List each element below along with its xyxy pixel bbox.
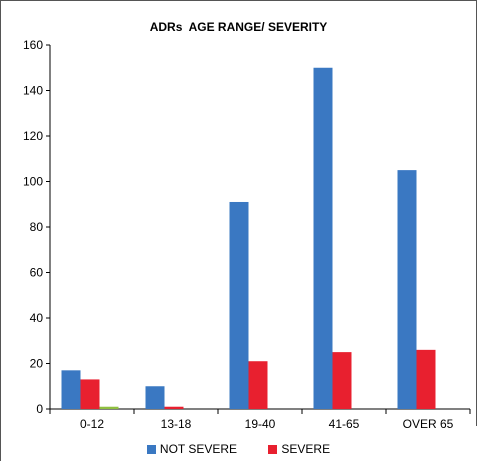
y-tick-label: 0	[36, 402, 43, 416]
x-tick-label: 0-12	[80, 417, 104, 431]
legend-swatch-severe	[268, 444, 278, 454]
bar-not-severe	[313, 67, 333, 409]
y-tick-label: 160	[23, 38, 43, 52]
legend-label-severe: SEVERE	[281, 442, 331, 456]
y-tick-label: 40	[30, 311, 44, 325]
legend-label-not-severe: NOT SEVERE	[159, 442, 238, 456]
frame-border-top	[0, 0, 477, 1]
bar-severe	[164, 406, 184, 409]
legend-swatch-not-severe	[146, 444, 156, 454]
bar-not-severe	[61, 370, 81, 409]
x-tick-label: 41-65	[329, 417, 360, 431]
bar-severe	[80, 379, 100, 409]
y-tick-label: 80	[30, 220, 44, 234]
y-tick-label: 120	[23, 129, 43, 143]
legend-item-not-severe: NOT SEVERE	[146, 442, 238, 456]
bar-severe	[248, 361, 268, 409]
frame-border-left	[0, 0, 1, 461]
y-tick-label: 60	[30, 266, 44, 280]
bar-severe	[416, 349, 436, 409]
x-tick-label: OVER 65	[403, 417, 454, 431]
legend-item-severe: SEVERE	[268, 442, 330, 456]
y-tick-label: 100	[23, 175, 43, 189]
bar-severe	[332, 352, 352, 409]
bar-not-severe	[145, 386, 165, 409]
bar-not-severe	[229, 201, 249, 409]
bar-not-severe	[397, 170, 417, 409]
x-tick-label: 19-40	[245, 417, 276, 431]
chart-legend: NOT SEVERE SEVERE	[0, 442, 477, 457]
chart-title: ADRs AGE RANGE/ SEVERITY	[149, 20, 328, 34]
y-tick-label: 20	[30, 357, 44, 371]
x-tick-label: 13-18	[161, 417, 192, 431]
bar-series-3	[99, 406, 119, 409]
y-tick-label: 140	[23, 84, 43, 98]
